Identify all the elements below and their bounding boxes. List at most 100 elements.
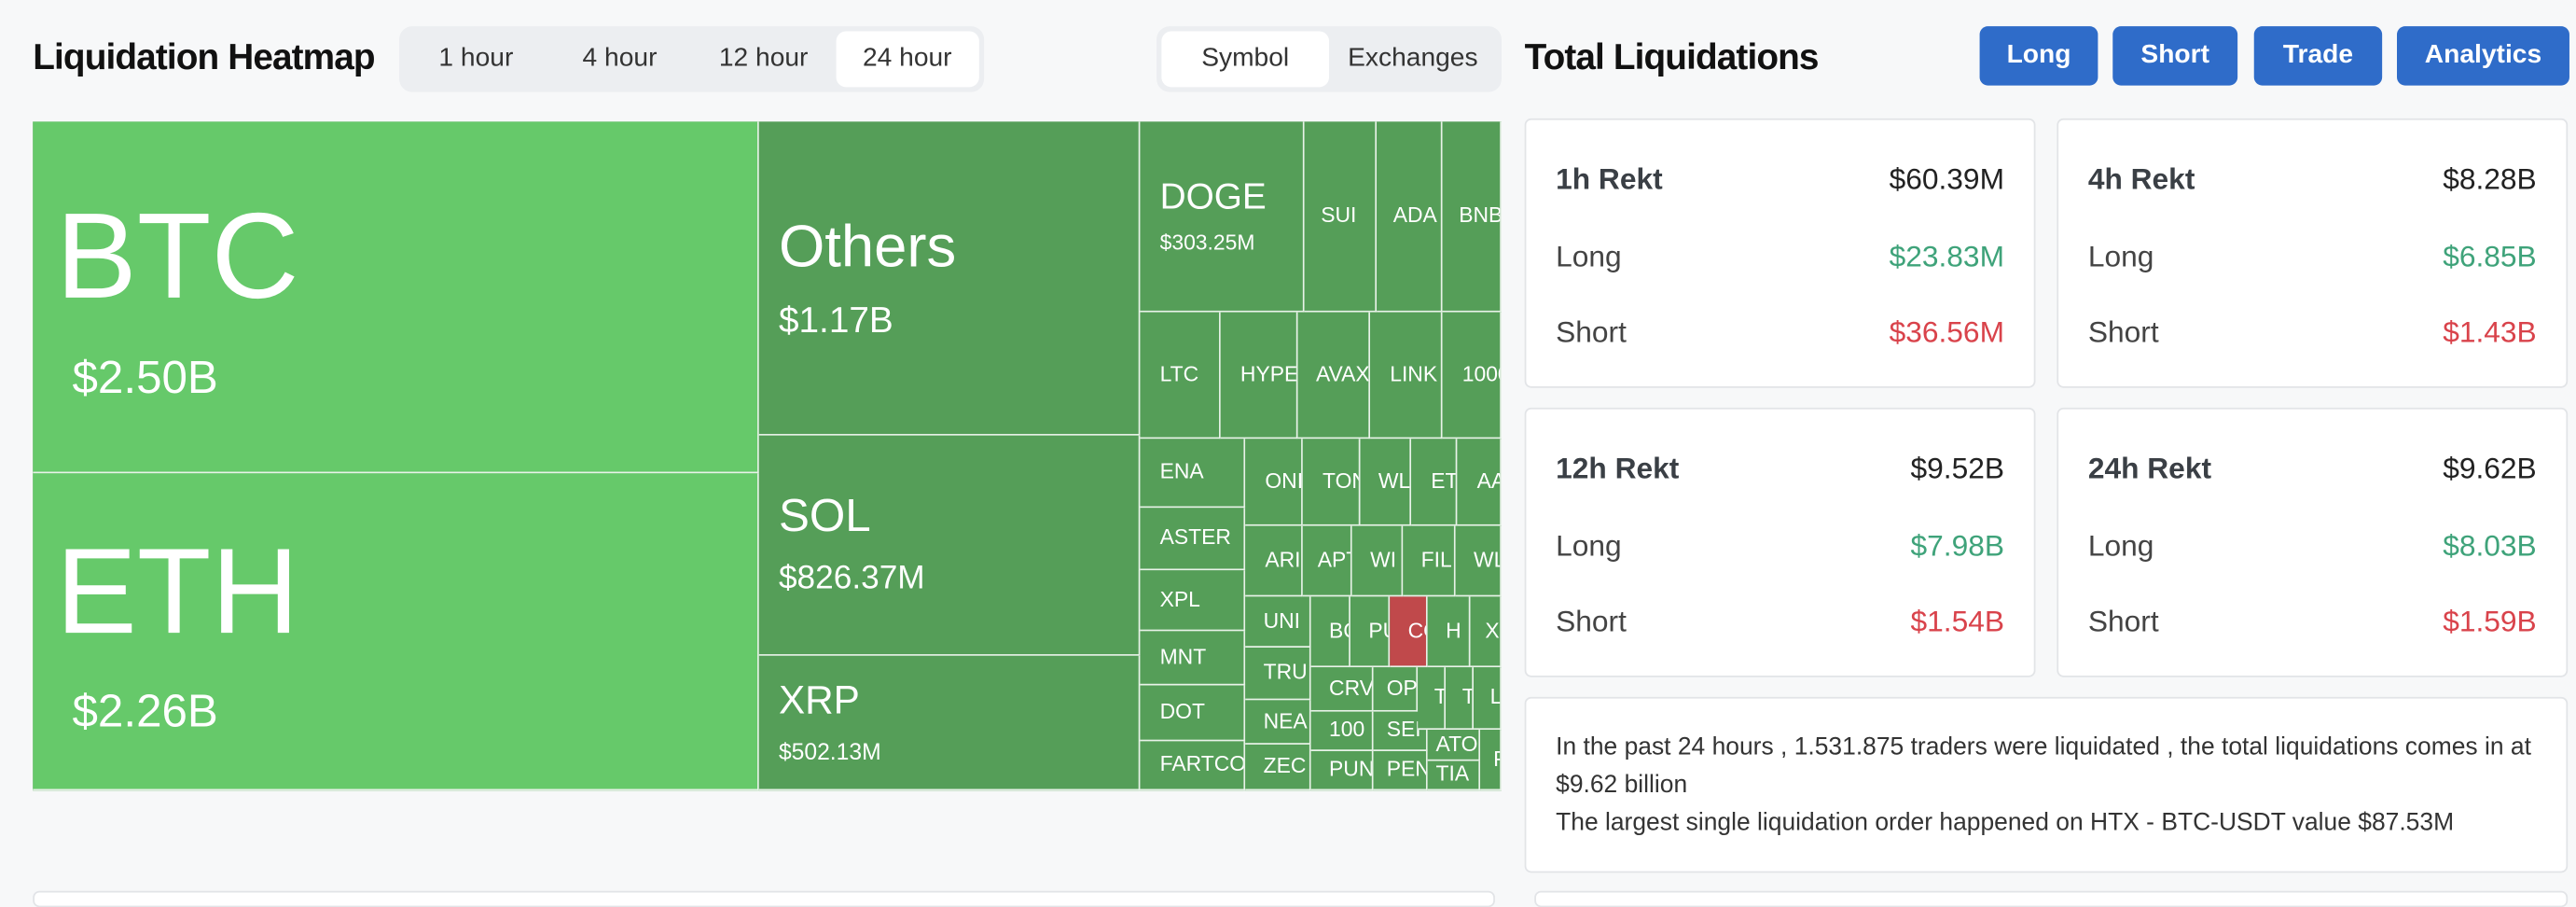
tile-label: UNI (1263, 607, 1301, 633)
row-value: $1.54B (1910, 605, 2005, 638)
time-tabs: 1 hour 4 hour 12 hour 24 hour (399, 26, 985, 92)
card-row: Short $36.56M (1556, 315, 2004, 350)
tile-label: APT (1317, 547, 1350, 572)
tile-label: ATO (1435, 731, 1478, 757)
tile-label: BNB (1459, 202, 1502, 228)
tile-label: WL (1378, 467, 1411, 494)
heatmap-tile: WI (1351, 525, 1404, 597)
row-value: $36.56M (1889, 315, 2005, 349)
view-tab[interactable]: Exchanges (1348, 44, 1478, 73)
tile-label: SOL (778, 489, 871, 540)
view-tabs: Symbol Exchanges (1156, 26, 1502, 92)
heatmap-tile: DOT (1140, 685, 1246, 742)
tile-label: TIA (1435, 761, 1470, 787)
rekt-card: 24h Rekt $9.62B Long $8.03B Short $1.59B (2057, 407, 2569, 677)
tile-label: DOGE (1159, 175, 1267, 217)
tile-label: FIL (1420, 547, 1452, 572)
heatmap-tile: ADA (1377, 121, 1443, 313)
card-header: 4h Rekt $8.28B (2088, 162, 2537, 197)
heatmap-tile: TIA (1427, 760, 1481, 791)
heatmap: BTC $2.50B ETH $2.26B Others $1.17B SOL $826.37… (33, 121, 1502, 791)
tile-label: OP (1386, 675, 1418, 701)
card-header: 24h Rekt $9.62B (2088, 452, 2537, 486)
heatmap-tile: ZEC (1245, 744, 1311, 791)
heatmap-tile: XPL (1140, 570, 1246, 632)
row-label: Long (1556, 240, 1622, 273)
heatmap-tile: HYPE (1220, 312, 1298, 440)
tile-label: 1000 (1461, 361, 1501, 386)
row-value: $1.43B (2443, 315, 2537, 349)
time-tab[interactable]: 1 hour (438, 44, 514, 73)
heatmap-tile: P (1480, 730, 1502, 791)
tile-label: ZEC (1263, 753, 1307, 778)
heatmap-tile: XI (1470, 596, 1502, 668)
row-value: $8.03B (2443, 529, 2537, 563)
card-row: Long $8.03B (2088, 529, 2537, 564)
time-tab[interactable]: 12 hour (718, 44, 809, 73)
summary-title: Total Liquidations (1524, 35, 1820, 77)
heatmap-tile: 100 (1310, 711, 1374, 751)
tile-label: HYPE (1240, 361, 1298, 386)
heatmap-tile: AVAX (1297, 312, 1371, 440)
heatmap-tile: SOL $826.37M (758, 435, 1141, 656)
row-value: $6.85B (2443, 240, 2537, 273)
action-button[interactable]: Trade (2253, 26, 2383, 86)
tile-label: XI (1485, 618, 1500, 643)
action-button[interactable]: Analytics (2396, 26, 2569, 86)
heatmap-tile: CO (1390, 596, 1428, 668)
row-value: $23.83M (1889, 240, 2005, 273)
tile-label: L (1489, 684, 1502, 709)
tile-label: NEA (1263, 707, 1308, 733)
row-label: Short (1556, 315, 1627, 349)
tile-label: SUI (1321, 202, 1357, 228)
row-label: Short (2087, 605, 2159, 638)
view-tab[interactable]: Symbol (1161, 31, 1330, 88)
tile-label: 100 (1329, 717, 1365, 743)
card-row: Long $7.98B (1556, 529, 2004, 564)
card-row: Short $1.54B (1556, 605, 2004, 639)
heatmap-tile: FIL (1403, 525, 1456, 597)
rekt-card: 1h Rekt $60.39M Long $23.83M Short $36.56M (1524, 118, 2036, 388)
panel-edge (1534, 890, 2569, 907)
heatmap-tile: FARTCOIN (1140, 741, 1246, 791)
heatmap-tile: CRV (1310, 667, 1374, 712)
tile-label: AVAX (1315, 361, 1370, 386)
heatmap-tile: BC (1310, 596, 1350, 668)
heatmap-tile: ET (1411, 439, 1458, 526)
summary-notes: In the past 24 hours , 1.531.875 traders… (1524, 696, 2569, 873)
heatmap-tile: WL (1360, 439, 1412, 526)
tile-label: DOT (1159, 699, 1205, 724)
time-tab[interactable]: 4 hour (582, 44, 658, 73)
tile-label: PU (1368, 618, 1388, 643)
heatmap-tile: ONI (1245, 439, 1303, 526)
tile-label: PEN (1386, 756, 1428, 782)
tile-label: PUN (1329, 756, 1374, 782)
tile-value: $502.13M (778, 737, 881, 764)
card-total: $9.62B (2443, 452, 2537, 485)
rekt-card: 4h Rekt $8.28B Long $6.85B Short $1.43B (2057, 118, 2569, 388)
tile-label: T (1462, 685, 1473, 709)
heatmap-tile: NEA (1245, 700, 1311, 745)
row-label: Short (2087, 315, 2159, 349)
action-button[interactable]: Long (1979, 26, 2098, 86)
row-value: $1.59B (2443, 605, 2537, 638)
note: The largest single liquidation order hap… (1556, 808, 2455, 837)
heatmap-tile: T (1418, 667, 1447, 731)
heatmap-tile: H (1427, 596, 1471, 668)
heatmap-tile: SUI (1304, 121, 1378, 313)
tile-value: $2.26B (72, 685, 218, 737)
row-value: $7.98B (1910, 529, 2005, 563)
card-header: 1h Rekt $60.39M (1556, 162, 2004, 197)
heatmap-tile: L (1474, 667, 1502, 731)
card-title: 4h Rekt (2087, 162, 2195, 196)
tile-label: AA (1476, 467, 1501, 494)
card-total: $60.39M (1889, 162, 2005, 196)
heatmap-tile: AA (1457, 439, 1502, 526)
action-button[interactable]: Short (2112, 26, 2238, 86)
time-tab[interactable]: 24 hour (835, 31, 979, 88)
card-total: $8.28B (2443, 162, 2537, 196)
note: In the past 24 hours , 1.531.875 traders… (1556, 733, 2531, 800)
heatmap-tile: LINK (1370, 312, 1443, 440)
